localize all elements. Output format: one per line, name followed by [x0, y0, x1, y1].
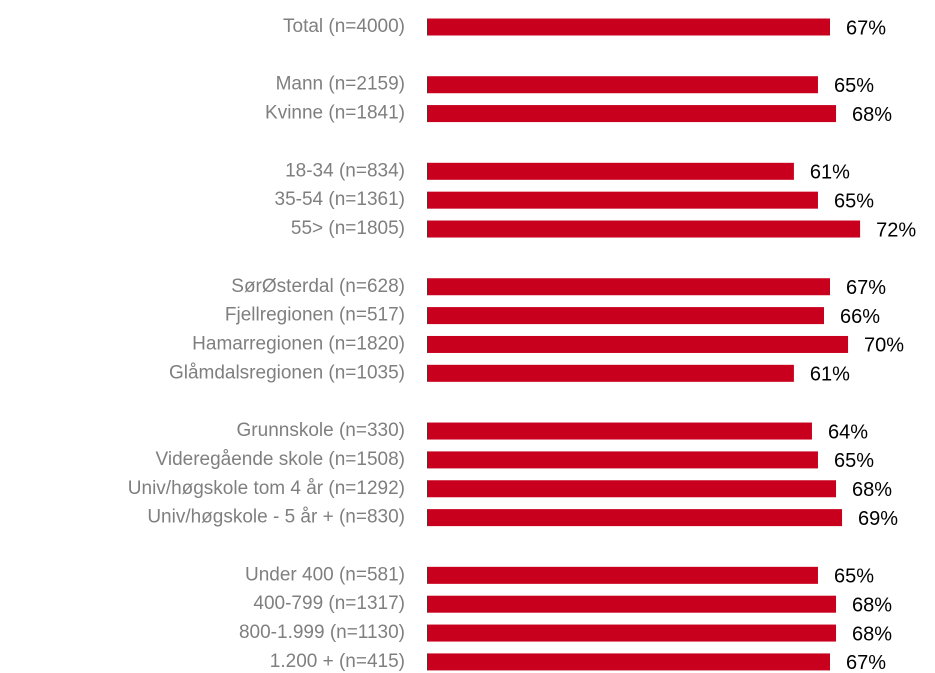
bar [427, 220, 861, 238]
value-label: 61% [810, 162, 850, 184]
value-label: 65% [834, 190, 874, 212]
bar [427, 307, 824, 325]
category-label: Glåmdalsregionen (n=1035) [169, 362, 405, 383]
value-label: 65% [834, 75, 874, 97]
category-label: 800-1.999 (n=1130) [239, 622, 405, 643]
category-label: Total (n=4000) [283, 16, 405, 37]
bar [427, 162, 794, 180]
bar [427, 480, 837, 498]
value-label: 65% [834, 566, 874, 588]
value-label: 64% [828, 421, 868, 443]
category-label: Under 400 (n=581) [245, 564, 405, 585]
value-label: 67% [846, 277, 886, 299]
bar [427, 566, 818, 584]
bar [427, 191, 818, 209]
category-label: Kvinne (n=1841) [265, 103, 405, 124]
bar [427, 335, 849, 353]
category-label: Mann (n=2159) [276, 74, 405, 95]
category-label: Videregående skole (n=1508) [156, 449, 405, 470]
category-label: SørØsterdal (n=628) [231, 276, 405, 297]
category-label: Hamarregionen (n=1820) [192, 333, 405, 354]
bar [427, 105, 837, 123]
category-label: 55> (n=1805) [291, 218, 405, 239]
bar [427, 595, 837, 613]
bar [427, 422, 812, 440]
value-label: 65% [834, 450, 874, 472]
category-label: Univ/høgskole - 5 år + (n=830) [147, 507, 405, 528]
bar [427, 653, 831, 671]
category-label: Grunnskole (n=330) [237, 420, 405, 441]
category-label: 18-34 (n=834) [285, 160, 405, 181]
value-label: 66% [840, 306, 880, 328]
bar [427, 451, 818, 469]
bar [427, 76, 818, 94]
bar [427, 18, 831, 36]
bar [427, 509, 843, 527]
value-label: 69% [858, 508, 898, 530]
value-label: 61% [810, 364, 850, 386]
value-label: 68% [852, 594, 892, 616]
category-label: Fjellregionen (n=517) [225, 305, 405, 326]
category-label: 1.200 + (n=415) [270, 651, 405, 672]
value-label: 68% [852, 479, 892, 501]
value-label: 68% [852, 104, 892, 126]
bar [427, 364, 794, 382]
category-label: 35-54 (n=1361) [275, 189, 405, 210]
category-label: 400-799 (n=1317) [253, 593, 405, 614]
value-label: 67% [846, 652, 886, 673]
category-label: Univ/høgskole tom 4 år (n=1292) [128, 478, 405, 499]
value-label: 72% [876, 219, 916, 241]
value-label: 67% [846, 17, 886, 39]
value-label: 68% [852, 623, 892, 645]
bar [427, 278, 831, 296]
bar [427, 624, 837, 642]
value-label: 70% [864, 335, 904, 357]
